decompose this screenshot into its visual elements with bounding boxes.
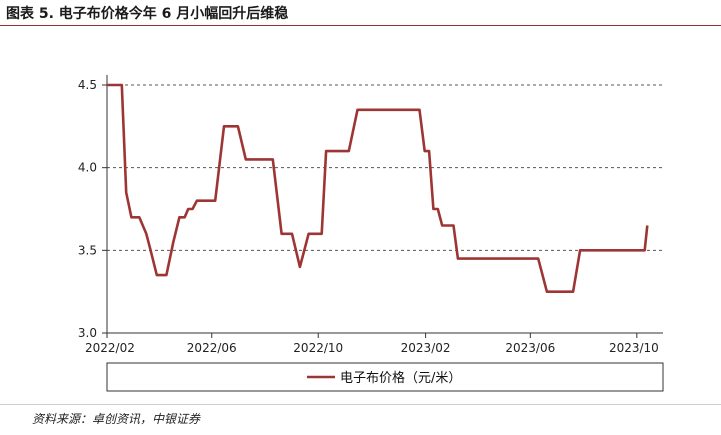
series-lines <box>107 83 649 294</box>
x-tick-labels: 2022/02 2022/06 2022/10 2023/02 2023/06 2023/… <box>85 333 659 355</box>
footer-divider <box>0 404 721 405</box>
legend-box <box>106 362 664 392</box>
x-tick-label: 2023/02 <box>401 341 451 355</box>
y-tick-label: 3.0 <box>78 326 97 340</box>
gridlines <box>107 84 663 251</box>
legend: 电子布价格（元/米） <box>106 362 664 392</box>
axes <box>106 75 663 334</box>
x-tick-label: 2023/06 <box>505 341 555 355</box>
x-tick-label: 2022/02 <box>85 341 135 355</box>
chart-title: 图表 5. 电子布价格今年 6 月小幅回升后维稳 <box>6 6 289 22</box>
title-divider <box>0 25 721 26</box>
source-note: 资料来源：卓创资讯，中银证券 <box>32 412 201 426</box>
y-tick-label: 3.5 <box>78 243 97 257</box>
x-tick-label: 2023/10 <box>609 341 659 355</box>
y-tick-label: 4.0 <box>78 161 97 175</box>
y-tick-label: 4.5 <box>78 78 97 92</box>
x-tick-label: 2022/10 <box>293 341 343 355</box>
legend-label: 电子布价格（元/米） <box>340 370 461 386</box>
y-tick-labels: 3.0 3.5 4.0 4.5 <box>78 78 107 340</box>
x-tick-label: 2022/06 <box>187 341 237 355</box>
series-line-0 <box>107 83 649 294</box>
